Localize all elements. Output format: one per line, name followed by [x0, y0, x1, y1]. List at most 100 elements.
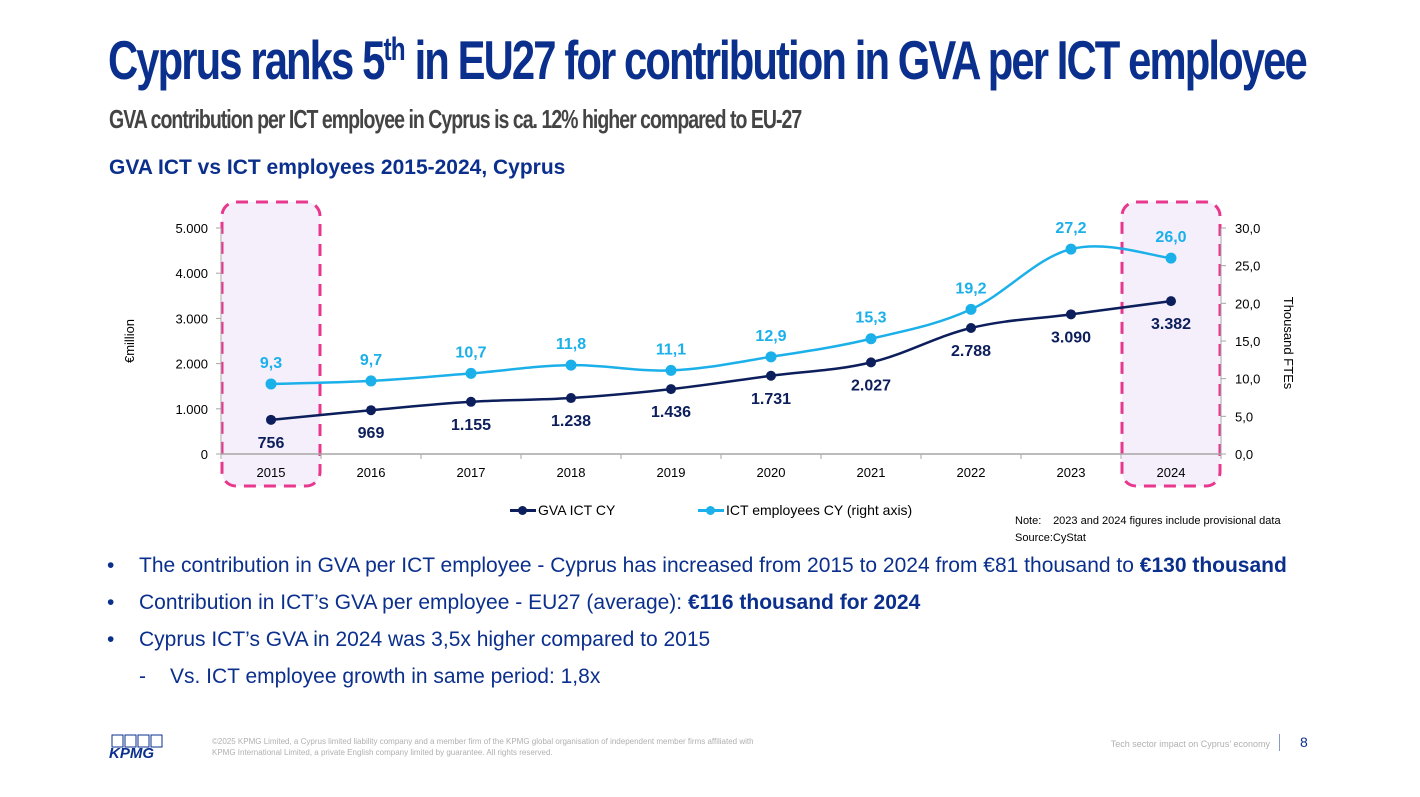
x-tick-label: 2016	[357, 465, 386, 480]
data-label-gva: 3.382	[1151, 316, 1191, 333]
bullet-highlight: €130 thousand	[1139, 554, 1287, 577]
bullet-item: • Cyprus ICT’s GVA in 2024 was 3,5x highe…	[107, 626, 1307, 654]
bullet-item: • Contribution in ICT’s GVA per employee …	[107, 589, 1307, 617]
data-label-gva: 1.155	[451, 417, 491, 434]
data-label-employees: 19,2	[955, 280, 986, 297]
data-point-employees	[765, 351, 777, 363]
x-tick-label: 2018	[557, 465, 586, 480]
data-point-employees	[265, 378, 277, 390]
legend-label-employees: ICT employees CY (right axis)	[726, 502, 913, 518]
series-line-gva	[270, 299, 1172, 422]
data-point-employees	[865, 333, 877, 345]
x-tick-label: 2019	[657, 465, 686, 480]
x-tick-label: 2022	[957, 465, 986, 480]
bullet-marker: •	[107, 554, 115, 577]
note-text: 2023 and 2024 figures include provisiona…	[1053, 515, 1281, 527]
bullet-highlight: €116 thousand for 2024	[687, 591, 921, 614]
data-point-gva	[966, 322, 976, 333]
data-point-gva	[866, 357, 876, 368]
data-label-gva: 1.238	[551, 413, 591, 430]
data-point-gva	[666, 384, 676, 395]
legend-item-gva: GVA ICT CY	[510, 502, 615, 518]
data-point-employees	[665, 364, 677, 376]
data-label-gva: 2.027	[851, 377, 891, 394]
data-point-employees	[1065, 243, 1077, 255]
highlight-box-2015	[220, 200, 322, 488]
slide-title: Cyprus ranks 5th in EU27 for contributio…	[108, 29, 1308, 91]
left-tick-label: 4.000	[175, 266, 208, 281]
bullet-marker: •	[107, 628, 115, 651]
source-text: CyStat	[1052, 532, 1086, 544]
bullet-text: The contribution in GVA per ICT employee…	[139, 554, 1140, 577]
legend-item-employees: ICT employees CY (right axis)	[698, 502, 912, 518]
right-tick-label: 5,0	[1235, 409, 1253, 424]
data-point-gva	[366, 405, 376, 416]
bullet-text: Cyprus ICT’s GVA in 2024 was 3,5x higher…	[139, 628, 711, 651]
right-axis-title: Thousand FTEs	[1281, 297, 1296, 390]
bullet-item: • The contribution in GVA per ICT employe…	[107, 552, 1307, 580]
footer-divider	[1279, 734, 1280, 751]
x-tick-label: 2021	[857, 465, 886, 480]
left-tick-label: 3.000	[175, 311, 208, 326]
data-label-gva: 2.788	[951, 343, 991, 360]
data-label-gva: 1.731	[751, 391, 791, 408]
left-tick-label: 2.000	[175, 357, 208, 372]
data-label-gva: 969	[358, 425, 385, 442]
data-label-employees: 12,9	[755, 328, 786, 345]
source-row: Source:CyStat	[1015, 530, 1281, 547]
legend-label-gva: GVA ICT CY	[538, 502, 616, 518]
right-tick-label: 30,0	[1235, 221, 1260, 236]
bullet-text: Vs. ICT employee growth in same period: …	[170, 665, 601, 688]
data-point-employees	[465, 367, 477, 379]
deck-title: Tech sector impact on Cyprus’ economy	[1110, 739, 1270, 749]
key-findings-list: • The contribution in GVA per ICT employe…	[107, 552, 1307, 700]
data-point-employees	[365, 375, 377, 387]
data-label-employees: 26,0	[1155, 229, 1186, 246]
data-label-gva: 1.436	[651, 404, 691, 421]
slide-subtitle: GVA contribution per ICT employee in Cyp…	[109, 104, 802, 134]
left-tick-label: 0	[201, 447, 208, 462]
data-point-employees	[1165, 252, 1177, 264]
x-tick-label: 2020	[757, 465, 786, 480]
svg-text:KPMG: KPMG	[109, 745, 154, 760]
data-point-employees	[965, 303, 977, 315]
right-tick-label: 20,0	[1235, 296, 1260, 311]
title-text-rest: in EU27 for contribution in GVA per ICT …	[404, 29, 1308, 91]
x-tick-label: 2015	[257, 465, 286, 480]
source-label: Source:	[1015, 532, 1053, 544]
data-label-gva: 3.090	[1051, 329, 1091, 346]
kpmg-logo: KPMG	[109, 734, 163, 760]
data-label-employees: 9,3	[260, 355, 282, 372]
data-label-employees: 15,3	[855, 310, 886, 327]
highlight-box-2024	[1120, 200, 1222, 488]
data-label-employees: 9,7	[360, 352, 382, 369]
title-text: Cyprus ranks 5	[108, 29, 385, 91]
bullet-marker: •	[107, 591, 115, 614]
right-tick-label: 10,0	[1235, 372, 1260, 387]
bullet-text: Contribution in ICT’s GVA per employee -…	[139, 591, 688, 614]
left-axis-title: €million	[122, 319, 137, 363]
right-tick-label: 15,0	[1235, 334, 1260, 349]
data-label-gva: 756	[258, 435, 285, 452]
data-point-gva	[466, 396, 476, 407]
data-label-employees: 11,1	[656, 341, 686, 358]
sub-bullet-marker: -	[139, 665, 146, 688]
data-point-employees	[565, 359, 577, 371]
x-tick-label: 2024	[1157, 465, 1186, 480]
line-chart: 0 1.000 2.000 3.000 4.000 5.000 0,0 5,0 10,0 15,0…	[122, 200, 1296, 488]
copyright-notice: ©2025 KPMG Limited, a Cyprus limited lia…	[212, 737, 754, 757]
data-point-gva	[266, 414, 276, 425]
data-point-gva	[566, 393, 576, 404]
data-point-gva	[766, 370, 776, 381]
right-tick-label: 25,0	[1235, 259, 1260, 274]
data-point-gva	[1166, 296, 1176, 307]
x-tick-label: 2017	[457, 465, 486, 480]
data-point-gva	[1066, 309, 1076, 320]
note-label: Note:	[1015, 515, 1042, 527]
data-label-employees: 11,8	[556, 336, 586, 353]
note-row: Note: 2023 and 2024 figures include prov…	[1015, 513, 1281, 530]
legend-marker-employees	[698, 503, 724, 517]
chart-title: GVA ICT vs ICT employees 2015-2024, Cypr…	[109, 156, 566, 179]
left-tick-label: 5.000	[175, 221, 208, 236]
chart-notes: Note: 2023 and 2024 figures include prov…	[1015, 513, 1281, 547]
